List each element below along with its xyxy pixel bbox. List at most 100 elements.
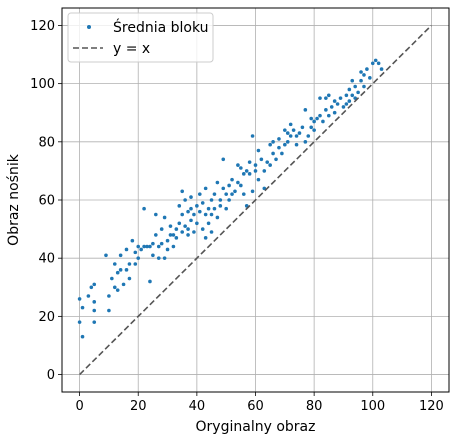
data-point: [112, 285, 117, 290]
data-point: [142, 244, 146, 249]
data-point: [324, 96, 328, 100]
data-point: [256, 148, 261, 153]
data-point: [253, 163, 258, 167]
data-point: [154, 212, 158, 217]
data-point: [107, 308, 111, 313]
data-point: [283, 142, 287, 147]
data-point: [303, 108, 308, 112]
data-point: [353, 84, 357, 89]
legend-box: [67, 12, 214, 63]
data-point: [174, 236, 179, 240]
data-point: [180, 212, 185, 217]
data-point: [195, 221, 199, 226]
data-point: [180, 230, 185, 234]
data-point: [321, 119, 325, 124]
data-point: [154, 233, 158, 237]
y-axis-label: Obraz nośnik: [6, 153, 22, 246]
x-axis-label: Oryginalny obraz: [196, 419, 316, 435]
data-point: [332, 110, 337, 115]
data-point: [241, 192, 246, 196]
data-point: [92, 308, 97, 313]
data-point: [165, 247, 170, 252]
plot-series: [77, 24, 432, 376]
data-point: [312, 128, 316, 132]
data-point: [197, 192, 202, 196]
data-point: [197, 209, 202, 214]
data-point: [335, 102, 340, 106]
data-point: [206, 221, 211, 226]
y-tick-label: 40: [38, 252, 55, 267]
data-point: [227, 198, 231, 202]
data-point: [139, 247, 143, 252]
data-point: [107, 294, 111, 298]
data-point: [318, 96, 322, 100]
data-point: [174, 227, 179, 231]
data-point: [203, 236, 208, 240]
y-tick-label: 100: [30, 77, 55, 92]
data-point: [200, 201, 205, 205]
data-point: [262, 169, 267, 173]
data-point: [280, 151, 284, 156]
data-point: [218, 198, 223, 202]
data-point: [118, 253, 123, 258]
legend-label-points: Średnia bloku: [113, 18, 209, 36]
data-point: [288, 122, 293, 127]
data-point: [180, 189, 185, 194]
data-point: [80, 305, 85, 310]
data-point: [230, 177, 234, 182]
data-point: [156, 256, 161, 260]
data-point: [250, 134, 255, 138]
data-point: [171, 244, 176, 249]
data-point: [291, 128, 296, 132]
data-point: [350, 78, 355, 83]
data-point: [332, 99, 337, 103]
data-point: [341, 105, 346, 109]
data-point: [162, 215, 167, 220]
data-point: [192, 230, 196, 234]
data-point: [306, 134, 311, 138]
data-point: [324, 108, 328, 112]
data-point: [265, 160, 270, 164]
data-point: [110, 276, 114, 281]
data-point: [189, 218, 193, 223]
data-point: [338, 96, 343, 100]
reference-line: [79, 24, 432, 376]
data-point: [177, 221, 182, 226]
x-tick-label: 100: [360, 399, 385, 414]
data-point: [376, 61, 381, 66]
data-point: [89, 285, 94, 290]
data-point: [127, 276, 132, 281]
x-tick-label: 40: [189, 399, 206, 414]
data-point: [221, 186, 226, 191]
data-point: [77, 297, 82, 301]
data-point: [277, 137, 281, 141]
axis-ticks: 0 20 40 60 80 100 120 0 20 40 60 80 100 120: [30, 19, 444, 414]
data-point: [156, 244, 161, 249]
data-point: [183, 198, 187, 202]
data-point: [365, 67, 369, 71]
data-point: [379, 67, 384, 71]
data-point: [362, 84, 366, 89]
data-point: [309, 116, 314, 121]
data-point: [285, 131, 290, 135]
x-tick-label: 80: [306, 399, 323, 414]
data-point: [148, 279, 152, 284]
data-point: [309, 125, 314, 130]
data-point: [297, 131, 302, 135]
data-point: [195, 204, 199, 208]
data-point: [274, 157, 278, 162]
data-point: [165, 238, 170, 243]
x-tick-label: 60: [247, 399, 264, 414]
data-point: [92, 282, 97, 287]
data-point: [162, 256, 167, 260]
legend-label-line: y = x: [113, 41, 150, 57]
data-point: [244, 169, 249, 173]
data-point: [344, 93, 349, 98]
data-point: [227, 183, 231, 188]
data-point: [285, 140, 290, 144]
data-point: [203, 212, 208, 217]
data-point: [133, 250, 138, 255]
data-point: [212, 206, 217, 211]
data-point: [250, 189, 255, 194]
